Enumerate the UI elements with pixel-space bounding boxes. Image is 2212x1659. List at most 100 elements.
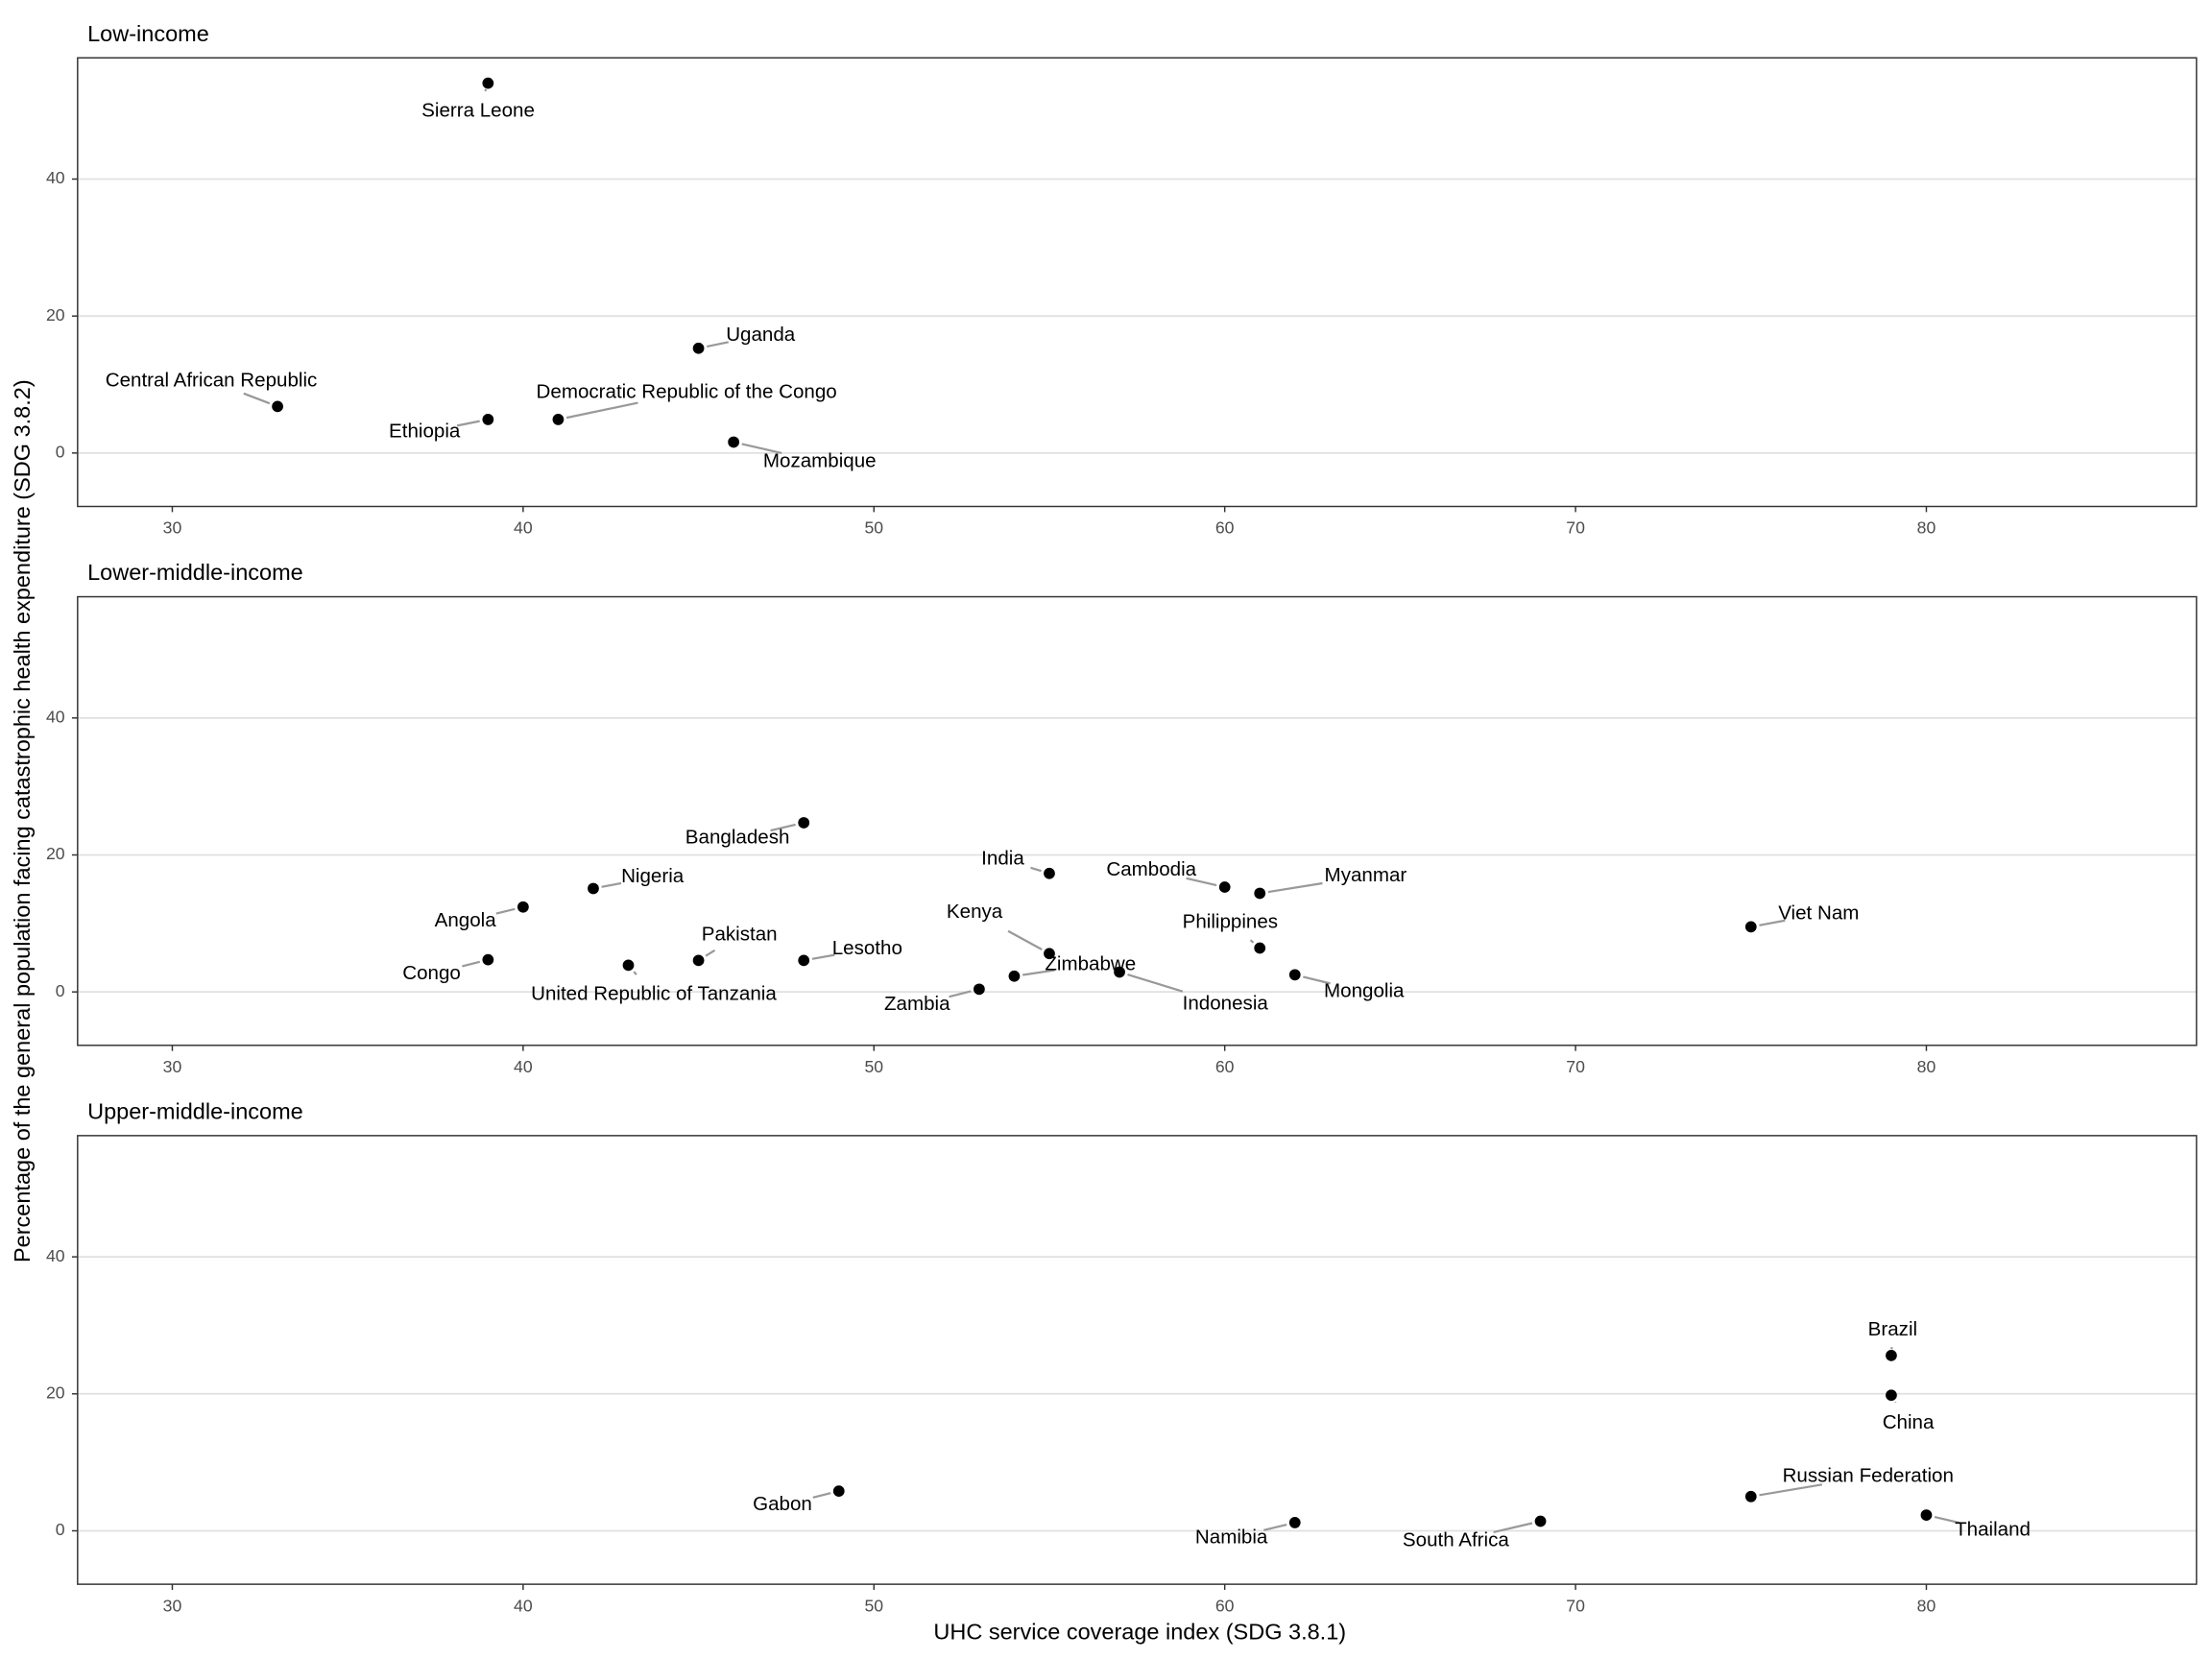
leader-line	[1303, 975, 1331, 985]
leader-line	[601, 881, 622, 888]
leader-line	[705, 949, 716, 957]
point	[1744, 1490, 1757, 1503]
panel-border	[77, 595, 2198, 1046]
point-label: Namibia	[1195, 1527, 1268, 1549]
point	[1288, 969, 1301, 981]
x-tick-label: 40	[514, 518, 533, 538]
x-tick-label: 80	[1917, 1596, 1936, 1615]
y-tick-label: 0	[56, 981, 65, 1000]
point	[1534, 1515, 1547, 1527]
leader-line	[1030, 866, 1042, 873]
point	[974, 983, 985, 996]
leader-line	[633, 971, 637, 975]
x-tick-label: 40	[514, 1057, 533, 1076]
x-tick-label: 60	[1215, 518, 1235, 538]
leader-line	[495, 907, 516, 915]
point	[1886, 1349, 1897, 1361]
leader-line	[1493, 1522, 1533, 1533]
x-tick-label: 60	[1215, 1596, 1235, 1615]
point-label: Thailand	[1955, 1519, 2031, 1541]
leader-line	[484, 88, 488, 92]
point-label: Central African Republic	[106, 369, 318, 391]
leader-line	[1759, 919, 1786, 926]
point	[1254, 887, 1266, 900]
panel-title: Upper-middle-income	[87, 1099, 303, 1124]
point	[517, 901, 529, 913]
point	[1114, 966, 1125, 978]
point	[1044, 948, 1055, 960]
panel-border	[77, 57, 2198, 508]
point-label: Congo	[402, 962, 461, 984]
leader-line	[706, 341, 730, 349]
point-label: Zambia	[884, 993, 950, 1015]
y-tick-label: 20	[46, 844, 65, 863]
point-label: Philippines	[1183, 911, 1278, 933]
x-tick-label: 30	[163, 518, 182, 538]
point	[482, 953, 494, 966]
y-tick-label: 40	[46, 707, 65, 726]
point-label: Kenya	[947, 901, 1003, 923]
panel-title: Lower-middle-income	[87, 560, 303, 585]
point-label: Gabon	[753, 1493, 812, 1515]
point-label: Bangladesh	[685, 827, 790, 849]
leader-line	[1759, 1483, 1823, 1497]
y-tick-label: 40	[46, 1246, 65, 1265]
x-tick-label: 40	[514, 1596, 533, 1615]
point-label: Zimbabwe	[1045, 952, 1136, 974]
leader-line	[741, 443, 782, 455]
point	[1744, 921, 1757, 933]
point	[1886, 1389, 1897, 1402]
x-tick-label: 50	[864, 1057, 883, 1076]
leader-line	[456, 420, 480, 427]
leader-line	[949, 990, 972, 998]
point	[1920, 1509, 1933, 1521]
y-tick-label: 0	[56, 1520, 65, 1539]
point-label: Myanmar	[1325, 864, 1407, 886]
point-label: Nigeria	[621, 865, 685, 887]
leader-line	[1127, 974, 1184, 993]
point	[1008, 970, 1021, 982]
panel-border	[77, 1135, 2198, 1585]
leader-line	[1022, 969, 1055, 976]
x-tick-label: 80	[1917, 518, 1936, 538]
leader-line	[1186, 877, 1217, 887]
point-label: Democratic Republic of the Congo	[537, 380, 837, 402]
point-label: India	[981, 848, 1024, 870]
x-tick-label: 70	[1566, 518, 1585, 538]
panel-title: Low-income	[87, 21, 209, 46]
point-label: Brazil	[1868, 1318, 1917, 1340]
leader-line	[1267, 881, 1323, 894]
point-label: Cambodia	[1106, 858, 1196, 880]
y-tick-label: 20	[46, 1382, 65, 1402]
point-label: Mongolia	[1324, 979, 1405, 1001]
point-label: Mozambique	[763, 449, 877, 471]
point	[1044, 867, 1055, 879]
y-axis-title: Percentage of the general population fac…	[10, 379, 35, 1262]
y-tick-label: 40	[46, 168, 65, 187]
point	[1218, 881, 1231, 893]
leader-line	[811, 953, 835, 960]
point-label: Indonesia	[1183, 993, 1269, 1015]
point-label: South Africa	[1403, 1529, 1509, 1551]
point	[798, 817, 810, 829]
x-tick-label: 50	[864, 518, 883, 538]
point	[692, 342, 705, 354]
point-label: Russian Federation	[1783, 1465, 1954, 1487]
point	[832, 1485, 845, 1497]
leader-line	[462, 960, 481, 968]
point	[1254, 942, 1266, 954]
point	[1288, 1517, 1301, 1528]
point	[482, 414, 494, 425]
point-label: United Republic of Tanzania	[531, 983, 777, 1005]
point-label: Ethiopia	[389, 421, 461, 443]
point	[728, 436, 739, 448]
x-tick-label: 80	[1917, 1057, 1936, 1076]
point-label: Sierra Leone	[421, 99, 535, 121]
point-label: Angola	[435, 909, 497, 931]
point	[798, 954, 810, 967]
point	[272, 400, 283, 413]
x-tick-label: 30	[163, 1596, 182, 1615]
y-tick-label: 20	[46, 305, 65, 325]
